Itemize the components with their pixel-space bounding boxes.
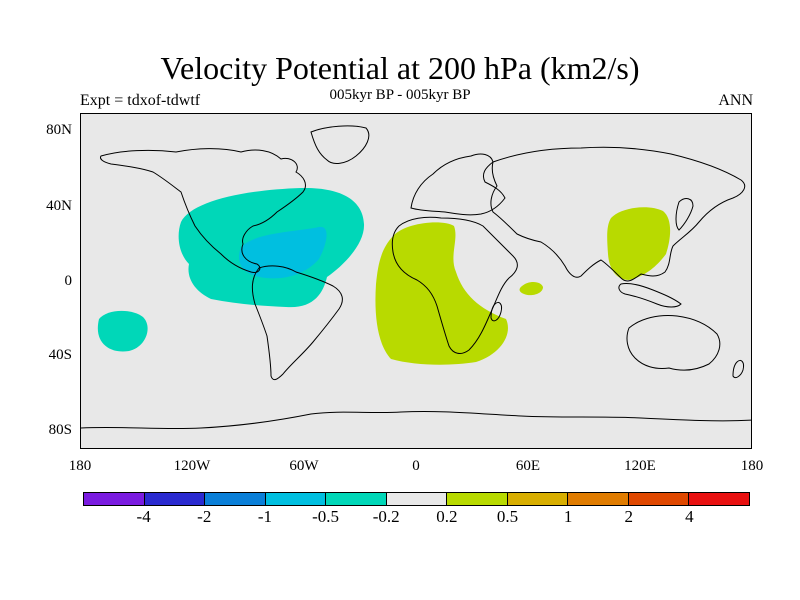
chart-title: Velocity Potential at 200 hPa (km2/s) <box>160 50 640 86</box>
map-panel <box>80 113 752 449</box>
colorbar-box <box>689 493 750 505</box>
colorbar <box>83 492 750 506</box>
y-tick-label: 80N <box>46 122 72 138</box>
coastline-maritime-continent <box>618 283 682 308</box>
y-tick-label: 0 <box>64 273 73 289</box>
coastline-japan <box>675 198 694 231</box>
colorbar-box <box>568 493 629 505</box>
map-svg <box>81 125 751 430</box>
colorbar-label: -0.5 <box>312 507 339 526</box>
colorbar-label: 0.5 <box>496 507 519 526</box>
coastline-africa <box>391 216 518 354</box>
colorbar-label: -0.2 <box>372 507 400 526</box>
coastline-europe <box>410 153 506 216</box>
colorbar-box <box>265 493 327 505</box>
x-tick-label: 120E <box>624 458 656 474</box>
anomaly-region-africa <box>375 222 508 365</box>
colorbar-label: -4 <box>136 507 151 526</box>
colorbar-box <box>386 493 448 505</box>
coastline-madagascar <box>490 301 502 322</box>
colorbar-box <box>628 493 690 505</box>
anomaly-core-caribbean <box>238 226 327 279</box>
colorbar-box <box>144 493 206 505</box>
x-tick-label: 180 <box>740 458 764 474</box>
coastline-new-zealand <box>732 359 744 379</box>
colorbar-box <box>326 493 387 505</box>
coastline-south-america <box>251 265 343 381</box>
coastlines <box>81 125 751 430</box>
coastline-north-america <box>100 148 306 273</box>
y-tick-label: 40N <box>46 198 72 214</box>
coastline-greenland <box>310 125 370 164</box>
colorbar-label: 1 <box>563 507 573 526</box>
x-tick-label: 60E <box>515 458 541 474</box>
experiment-label: Expt = tdxof-tdwtf <box>80 92 201 109</box>
x-tick-label: 0 <box>412 458 420 474</box>
colorbar-box <box>447 493 508 505</box>
y-tick-label: 80S <box>48 422 72 438</box>
colorbar-label: 2 <box>624 507 633 526</box>
colorbar-box <box>84 493 145 505</box>
colorbar-box <box>507 493 569 505</box>
colorbar-label: 4 <box>685 507 694 526</box>
chart-subtitle: 005kyr BP - 005kyr BP <box>329 87 471 103</box>
x-tick-label: 60W <box>289 458 319 474</box>
colorbar-box <box>205 493 266 505</box>
coastline-asia <box>490 146 746 282</box>
anomaly-region-south-pacific <box>97 310 148 352</box>
x-tick-label: 120W <box>173 458 211 474</box>
colorbar-label: -1 <box>257 507 272 526</box>
anomaly-region-arabian-sea <box>519 281 543 296</box>
coastline-antarctica <box>81 410 751 430</box>
anomaly-region-east-asia <box>607 207 671 280</box>
colorbar-label: -2 <box>197 507 212 526</box>
colorbar-label: 0.2 <box>436 507 458 526</box>
season-label: ANN <box>718 92 753 109</box>
anomaly-shading <box>97 187 671 365</box>
x-tick-label: 180 <box>68 458 92 474</box>
y-tick-label: 40S <box>48 347 72 363</box>
coastline-australia <box>626 315 721 371</box>
